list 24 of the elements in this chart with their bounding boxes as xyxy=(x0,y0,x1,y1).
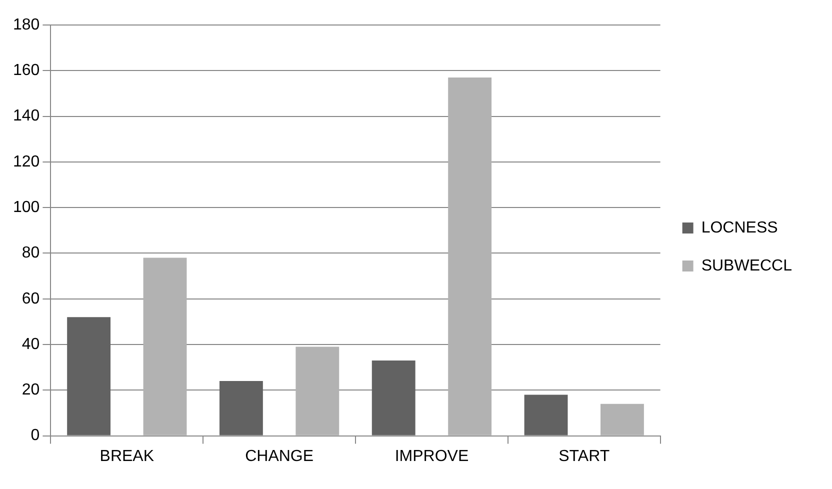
bar xyxy=(219,381,263,436)
x-tick-label: BREAK xyxy=(100,448,154,465)
y-tick-label: 100 xyxy=(12,198,40,216)
x-tick-label: START xyxy=(558,448,610,465)
bar xyxy=(448,77,492,436)
y-tick-label: 60 xyxy=(22,290,40,308)
y-tick-label: 0 xyxy=(30,427,40,444)
y-tick-label: 80 xyxy=(22,244,40,262)
bar xyxy=(524,394,568,436)
y-tick-label: 180 xyxy=(12,16,40,34)
bar xyxy=(143,258,187,436)
legend-label: LOCNESS xyxy=(701,219,778,236)
bar xyxy=(600,404,644,436)
legend-label: SUBWECCL xyxy=(701,257,792,274)
y-tick-label: 140 xyxy=(12,108,40,125)
bar xyxy=(67,317,111,436)
y-tick-label: 20 xyxy=(22,382,40,399)
y-tick-label: 40 xyxy=(22,336,40,353)
bar xyxy=(296,346,340,436)
y-tick-label: 160 xyxy=(12,62,40,80)
y-tick-label: 120 xyxy=(12,153,40,170)
x-tick-label: IMPROVE xyxy=(394,448,469,465)
bar xyxy=(372,360,416,436)
x-tick-label: CHANGE xyxy=(245,448,314,465)
